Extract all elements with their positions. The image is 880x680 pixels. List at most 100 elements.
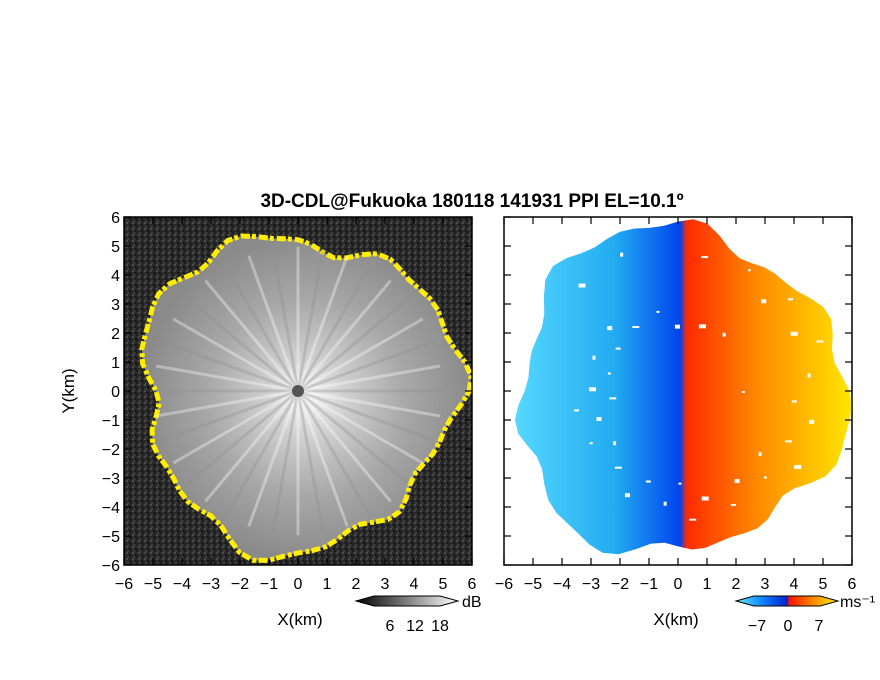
- velocity-axes: −6 −5 −4 −3 −2 −1 0 1 2 3 4 5 6: [495, 216, 857, 593]
- snr-y-axis-label: Y(km): [59, 368, 78, 413]
- x-tick-label: 6: [468, 576, 477, 593]
- y-tick-label: 5: [111, 239, 120, 256]
- snr-streak: [297, 389, 434, 442]
- snr-streak: [247, 390, 300, 527]
- velocity-x-axis-label: X(km): [653, 610, 698, 629]
- snr-streak: [296, 390, 349, 527]
- snr-streak: [296, 255, 349, 392]
- snr-streak: [271, 248, 300, 392]
- velocity-speck: [730, 503, 736, 506]
- velocity-echo-region: [514, 219, 852, 555]
- velocity-speck: [607, 326, 613, 331]
- velocity-speck: [747, 269, 751, 272]
- velocity-speck: [589, 387, 597, 392]
- x-tick-label: −6: [115, 576, 133, 593]
- velocity-speck: [784, 440, 792, 443]
- velocity-speck: [574, 409, 580, 412]
- velocity-panel: −6 −5 −4 −3 −2 −1 0 1 2 3 4 5 6 X(km) ms⁻¹ −7 0 7: [495, 216, 875, 635]
- x-tick-label: 3: [761, 576, 770, 593]
- snr-x-axis-label: X(km): [277, 610, 322, 629]
- snr-streak: [271, 390, 300, 534]
- x-tick-label: −4: [173, 576, 191, 593]
- velocity-speck: [589, 442, 593, 445]
- velocity-speck: [624, 493, 630, 498]
- x-tick-label: 5: [439, 576, 448, 593]
- velocity-speck: [609, 397, 617, 400]
- snr-streak: [204, 279, 300, 392]
- x-tick-label: −6: [495, 576, 513, 593]
- velocity-speck: [816, 340, 824, 343]
- x-tick-label: 2: [352, 576, 361, 593]
- snr-radial-streaks: [153, 246, 443, 536]
- velocity-speck: [761, 299, 767, 304]
- x-tick-label: −3: [582, 576, 600, 593]
- velocity-speck: [701, 496, 709, 501]
- snr-streak: [296, 390, 372, 517]
- snr-streak: [297, 389, 410, 485]
- velocity-speck: [674, 324, 680, 329]
- snr-colorbar-tick: 18: [431, 618, 449, 635]
- y-tick-label: −1: [102, 413, 120, 430]
- y-tick-label: 4: [111, 268, 120, 285]
- velocity-speck: [592, 355, 596, 360]
- velocity-speck: [678, 482, 682, 485]
- velocity-colorbar-unit: ms⁻¹: [840, 594, 875, 611]
- velocity-speck: [614, 466, 622, 469]
- velocity-colorbar-tick: 7: [815, 618, 824, 635]
- velocity-speck: [734, 479, 740, 484]
- snr-streak: [162, 340, 299, 393]
- snr-streak: [162, 389, 299, 442]
- snr-streak: [297, 364, 441, 393]
- velocity-speck: [790, 331, 798, 336]
- velocity-speck: [607, 372, 611, 375]
- x-tick-label: 5: [819, 576, 828, 593]
- snr-streak: [297, 297, 410, 393]
- velocity-speck: [656, 310, 660, 313]
- velocity-speck: [615, 347, 621, 350]
- snr-streak: [172, 389, 299, 465]
- snr-streak: [296, 390, 325, 534]
- x-tick-label: −1: [260, 576, 278, 593]
- velocity-speck: [620, 252, 624, 257]
- y-tick-label: −3: [102, 471, 120, 488]
- velocity-speck: [809, 419, 815, 424]
- snr-streak: [155, 389, 299, 418]
- snr-streak: [224, 390, 300, 517]
- snr-colorbar-tick: 6: [386, 618, 395, 635]
- velocity-speck: [794, 464, 802, 469]
- snr-colorbar-scale: [354, 595, 460, 607]
- y-tick-label: −2: [102, 442, 120, 459]
- velocity-speck: [787, 298, 793, 301]
- x-tick-label: 6: [848, 576, 857, 593]
- velocity-colorbar: ms⁻¹ −7 0 7: [734, 594, 875, 635]
- x-tick-label: 1: [703, 576, 712, 593]
- snr-streak: [296, 279, 392, 392]
- y-tick-label: 6: [111, 210, 120, 227]
- velocity-speck: [632, 325, 640, 328]
- x-tick-label: −5: [144, 576, 162, 593]
- y-tick-label: −6: [102, 558, 120, 575]
- snr-streak: [296, 390, 392, 503]
- snr-streak: [186, 297, 299, 393]
- x-tick-label: 1: [323, 576, 332, 593]
- snr-streak: [296, 265, 372, 392]
- y-tick-label: 1: [111, 355, 120, 372]
- x-tick-label: 0: [294, 576, 303, 593]
- snr-streak: [204, 390, 300, 503]
- x-tick-label: −1: [640, 576, 658, 593]
- velocity-speck: [596, 416, 602, 421]
- snr-axes: −6 −5 −4 −3 −2 −1 0 1 2 3 4 5 6 6 5 4 3 2 1 0 −1 −2 −3 −4 −5 −6: [102, 210, 477, 593]
- velocity-speck: [578, 283, 586, 288]
- velocity-speck: [663, 501, 667, 506]
- radar-site-marker: [292, 385, 304, 397]
- y-tick-label: −4: [102, 500, 120, 517]
- snr-streak: [297, 340, 434, 393]
- snr-colorbar: dB 6 12 18: [354, 594, 482, 635]
- x-tick-label: 4: [410, 576, 419, 593]
- y-tick-label: 2: [111, 326, 120, 343]
- velocity-speck: [689, 518, 697, 521]
- velocity-speck: [722, 332, 726, 337]
- snr-echo-region: [139, 233, 472, 563]
